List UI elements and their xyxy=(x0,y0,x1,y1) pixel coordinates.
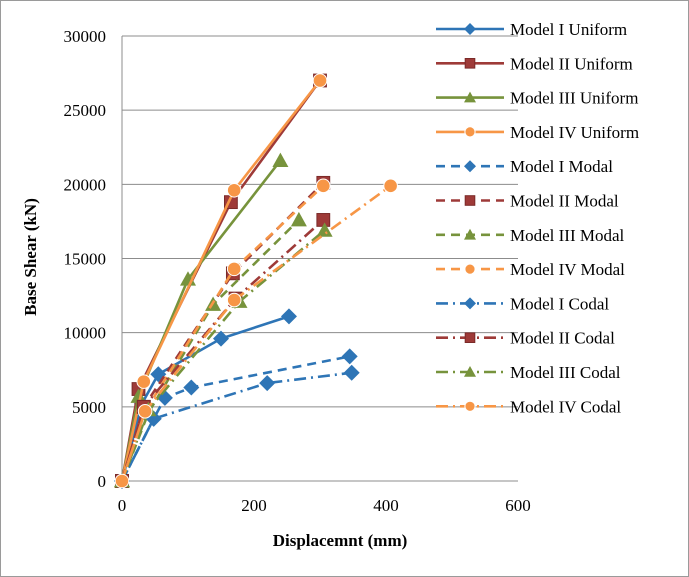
legend-item: Model I Modal xyxy=(436,157,613,176)
data-point xyxy=(280,308,297,325)
x-tick-label: 600 xyxy=(505,496,531,515)
legend-item: Model II Uniform xyxy=(436,54,633,73)
y-axis-title: Base Shear (kN) xyxy=(21,198,40,316)
y-tick-label: 25000 xyxy=(64,101,107,120)
legend-item: Model II Modal xyxy=(436,192,619,211)
y-tick-labels: 0 5000 10000 15000 20000 25000 30000 xyxy=(64,27,107,491)
series-line xyxy=(120,79,322,482)
data-point xyxy=(316,178,331,194)
data-point xyxy=(213,330,229,347)
series-line xyxy=(120,315,290,482)
legend-swatch-marker xyxy=(464,58,476,69)
data-point xyxy=(341,348,358,365)
x-axis-title: Displacemnt (mm) xyxy=(273,531,408,550)
legend: Model I Uniform Model II Uniform Model III… xyxy=(436,20,639,416)
data-point xyxy=(183,379,200,396)
data-point xyxy=(272,152,289,167)
data-point xyxy=(137,403,153,419)
y-tick-label: 0 xyxy=(98,472,107,491)
legend-swatch-marker xyxy=(464,263,476,275)
legend-swatch-marker xyxy=(464,126,476,138)
y-tick-label: 10000 xyxy=(64,324,107,343)
x-tick-label: 0 xyxy=(118,496,127,515)
legend-label: Model II Modal xyxy=(510,192,619,211)
legend-swatch-marker xyxy=(464,91,476,103)
y-tick-label: 5000 xyxy=(72,398,106,417)
data-point xyxy=(316,213,331,227)
axes xyxy=(121,36,518,482)
legend-swatch-marker xyxy=(464,297,476,310)
series-line xyxy=(120,219,300,482)
legend-label: Model I Codal xyxy=(510,294,609,313)
data-point xyxy=(226,292,242,308)
legend-label: Model I Uniform xyxy=(510,20,627,39)
data-point xyxy=(312,73,328,88)
legend-item: Model IV Codal xyxy=(436,397,621,416)
data-point xyxy=(343,364,360,381)
legend-swatch-marker xyxy=(464,400,476,412)
legend-label: Model IV Uniform xyxy=(510,123,639,142)
series-line xyxy=(120,184,392,482)
y-tick-label: 30000 xyxy=(64,27,107,46)
series-group xyxy=(114,73,398,489)
data-point xyxy=(226,261,242,277)
series-10 xyxy=(114,222,333,488)
data-point xyxy=(383,178,398,194)
legend-swatch-marker xyxy=(464,228,476,240)
legend-label: Model I Modal xyxy=(510,157,613,176)
legend-item: Model I Uniform xyxy=(436,20,627,39)
y-tick-label: 20000 xyxy=(64,175,107,194)
legend-label: Model III Uniform xyxy=(510,89,638,108)
series-line xyxy=(120,229,326,482)
data-point xyxy=(130,388,147,403)
legend-item: Model III Codal xyxy=(436,363,621,382)
data-point xyxy=(259,375,276,392)
legend-label: Model II Uniform xyxy=(510,54,633,73)
legend-swatch-marker xyxy=(464,332,476,343)
legend-item: Model I Codal xyxy=(436,294,609,313)
x-tick-label: 200 xyxy=(241,496,267,515)
x-tick-label: 400 xyxy=(373,496,399,515)
data-point xyxy=(290,211,307,227)
legend-item: Model II Codal xyxy=(436,329,615,348)
legend-label: Model II Codal xyxy=(510,329,615,348)
x-tick-labels: 0 200 400 600 xyxy=(118,496,531,515)
data-point xyxy=(136,374,152,389)
grid-lines xyxy=(122,35,518,482)
legend-swatch-marker xyxy=(464,195,476,206)
legend-swatch-marker xyxy=(464,160,476,173)
series-1 xyxy=(115,73,327,488)
series-3 xyxy=(114,73,328,489)
legend-swatch-marker xyxy=(464,23,476,35)
legend-swatch-marker xyxy=(464,366,476,377)
data-point xyxy=(316,222,333,237)
series-6 xyxy=(114,211,307,488)
series-line xyxy=(120,184,325,482)
series-line xyxy=(120,218,325,482)
legend-item: Model III Uniform xyxy=(436,89,638,108)
series-11 xyxy=(114,178,398,489)
legend-label: Model III Codal xyxy=(510,363,621,382)
data-point xyxy=(226,182,242,198)
legend-item: Model IV Modal xyxy=(436,260,625,279)
y-tick-label: 15000 xyxy=(64,250,107,269)
legend-label: Model IV Modal xyxy=(510,260,625,279)
data-point xyxy=(114,473,130,489)
legend-item: Model IV Uniform xyxy=(436,123,639,142)
legend-label: Model III Modal xyxy=(510,226,625,245)
series-line xyxy=(120,181,325,482)
legend-label: Model IV Codal xyxy=(510,397,621,416)
legend-item: Model III Modal xyxy=(436,226,625,245)
series-line xyxy=(120,371,352,482)
